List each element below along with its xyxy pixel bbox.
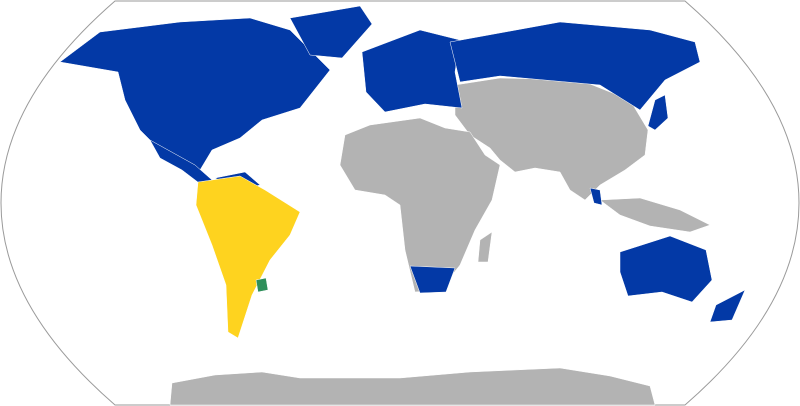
region-north-america (59, 17, 331, 171)
region-malaysia (589, 187, 603, 206)
region-australia (619, 235, 713, 303)
region-uruguay (255, 277, 269, 293)
region-south-africa (409, 265, 456, 294)
region-antarctica (169, 367, 656, 406)
region-se-asia-islands (599, 197, 711, 233)
regions (59, 5, 746, 406)
region-europe (361, 29, 463, 113)
region-africa (339, 117, 501, 293)
region-south-america (195, 175, 301, 339)
region-russia (449, 21, 701, 111)
region-japan (647, 94, 669, 131)
region-madagascar (477, 231, 493, 263)
region-new-zealand (709, 289, 746, 323)
region-greenland (289, 5, 373, 59)
